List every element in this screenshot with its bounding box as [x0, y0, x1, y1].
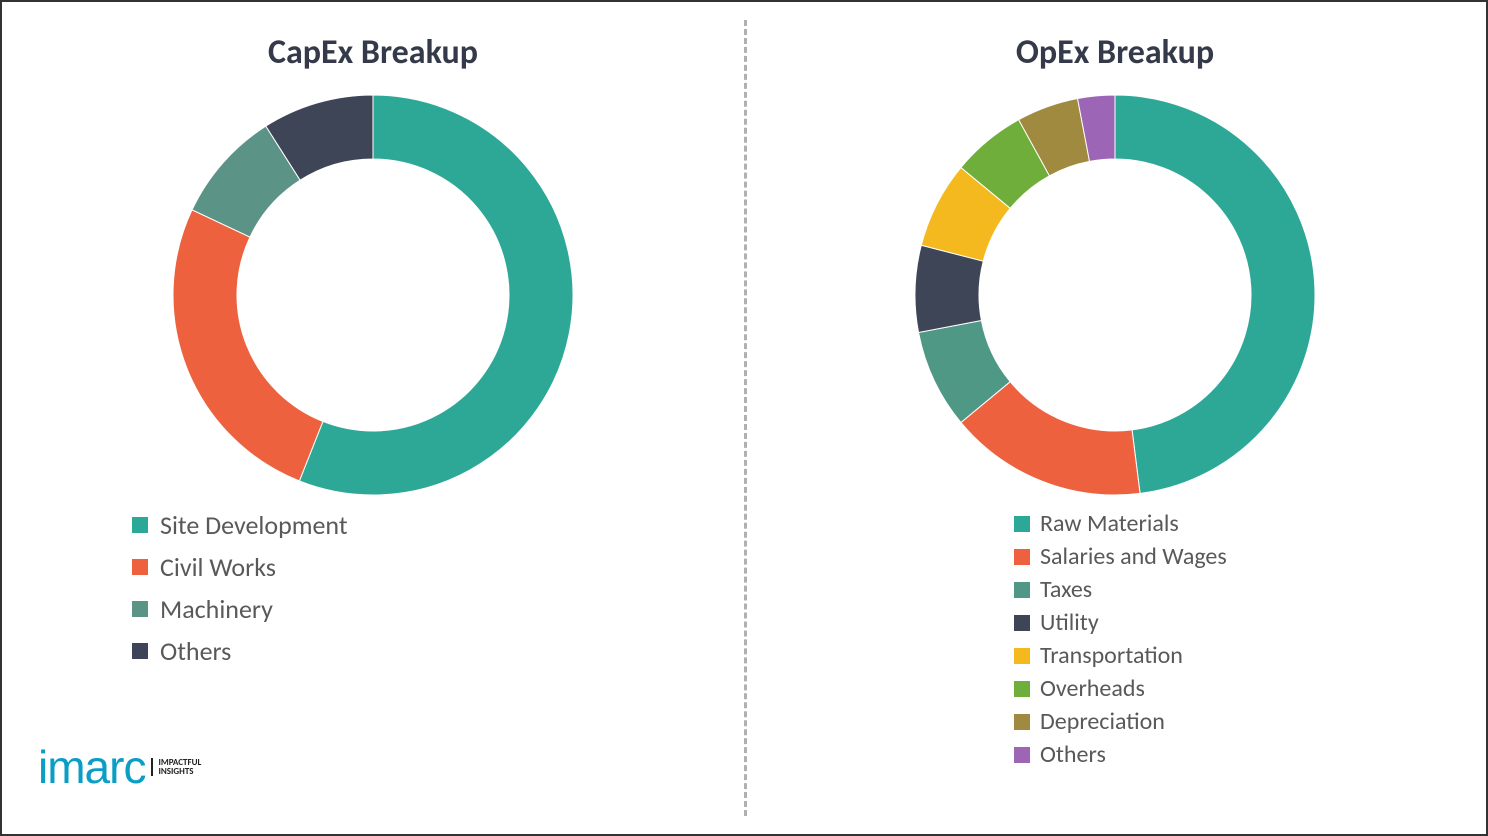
capex-legend-swatch-1	[132, 559, 148, 575]
opex-legend-label-2: Taxes	[1040, 575, 1092, 604]
opex-legend-swatch-4	[1014, 648, 1030, 664]
opex-legend-item-7: Others	[1014, 740, 1486, 769]
capex-legend-item-0: Site Development	[132, 509, 744, 541]
capex-title: CapEx Breakup	[268, 32, 478, 73]
opex-legend-swatch-0	[1014, 516, 1030, 532]
opex-legend-swatch-7	[1014, 747, 1030, 763]
opex-donut	[905, 85, 1325, 505]
opex-legend-label-1: Salaries and Wages	[1040, 542, 1227, 571]
opex-legend-swatch-1	[1014, 549, 1030, 565]
capex-legend-item-3: Others	[132, 635, 744, 667]
logo-brand-text: imarc	[38, 740, 145, 794]
logo-tagline-2: INSIGHTS	[158, 766, 193, 777]
opex-legend-swatch-3	[1014, 615, 1030, 631]
opex-legend-item-4: Transportation	[1014, 641, 1486, 670]
opex-legend-item-5: Overheads	[1014, 674, 1486, 703]
capex-legend-swatch-0	[132, 517, 148, 533]
panels-container: CapEx Breakup Site Development Civil Work…	[2, 2, 1486, 834]
capex-legend-label-1: Civil Works	[160, 551, 276, 583]
opex-legend-swatch-6	[1014, 714, 1030, 730]
opex-legend-label-4: Transportation	[1040, 641, 1183, 670]
logo-tagline: IMPACTFUL INSIGHTS	[151, 758, 201, 777]
capex-legend-swatch-2	[132, 601, 148, 617]
brand-logo: imarc IMPACTFUL INSIGHTS	[38, 740, 201, 794]
capex-legend-label-0: Site Development	[160, 509, 348, 541]
opex-legend-item-2: Taxes	[1014, 575, 1486, 604]
opex-legend-swatch-5	[1014, 681, 1030, 697]
capex-legend-swatch-3	[132, 643, 148, 659]
capex-legend-label-3: Others	[160, 635, 231, 667]
opex-panel: OpEx Breakup Raw Materials Salaries and W…	[744, 2, 1486, 834]
panel-divider	[744, 20, 747, 816]
opex-legend-label-7: Others	[1040, 740, 1106, 769]
opex-legend-item-3: Utility	[1014, 608, 1486, 637]
opex-slice-0	[1115, 95, 1315, 493]
capex-donut	[163, 85, 583, 505]
capex-panel: CapEx Breakup Site Development Civil Work…	[2, 2, 744, 834]
opex-legend-label-0: Raw Materials	[1040, 509, 1179, 538]
opex-legend-label-6: Depreciation	[1040, 707, 1165, 736]
opex-legend: Raw Materials Salaries and Wages Taxes Util…	[744, 509, 1486, 769]
opex-legend-label-3: Utility	[1040, 608, 1099, 637]
capex-legend: Site Development Civil Works Machinery Othe…	[2, 509, 744, 667]
opex-legend-item-6: Depreciation	[1014, 707, 1486, 736]
capex-legend-item-2: Machinery	[132, 593, 744, 625]
opex-legend-item-0: Raw Materials	[1014, 509, 1486, 538]
capex-donut-svg	[163, 85, 583, 505]
opex-donut-svg	[905, 85, 1325, 505]
opex-legend-swatch-2	[1014, 582, 1030, 598]
capex-legend-item-1: Civil Works	[132, 551, 744, 583]
capex-slice-1	[173, 210, 323, 481]
opex-legend-item-1: Salaries and Wages	[1014, 542, 1486, 571]
opex-title: OpEx Breakup	[1016, 32, 1214, 73]
capex-legend-label-2: Machinery	[160, 593, 273, 625]
opex-legend-label-5: Overheads	[1040, 674, 1145, 703]
